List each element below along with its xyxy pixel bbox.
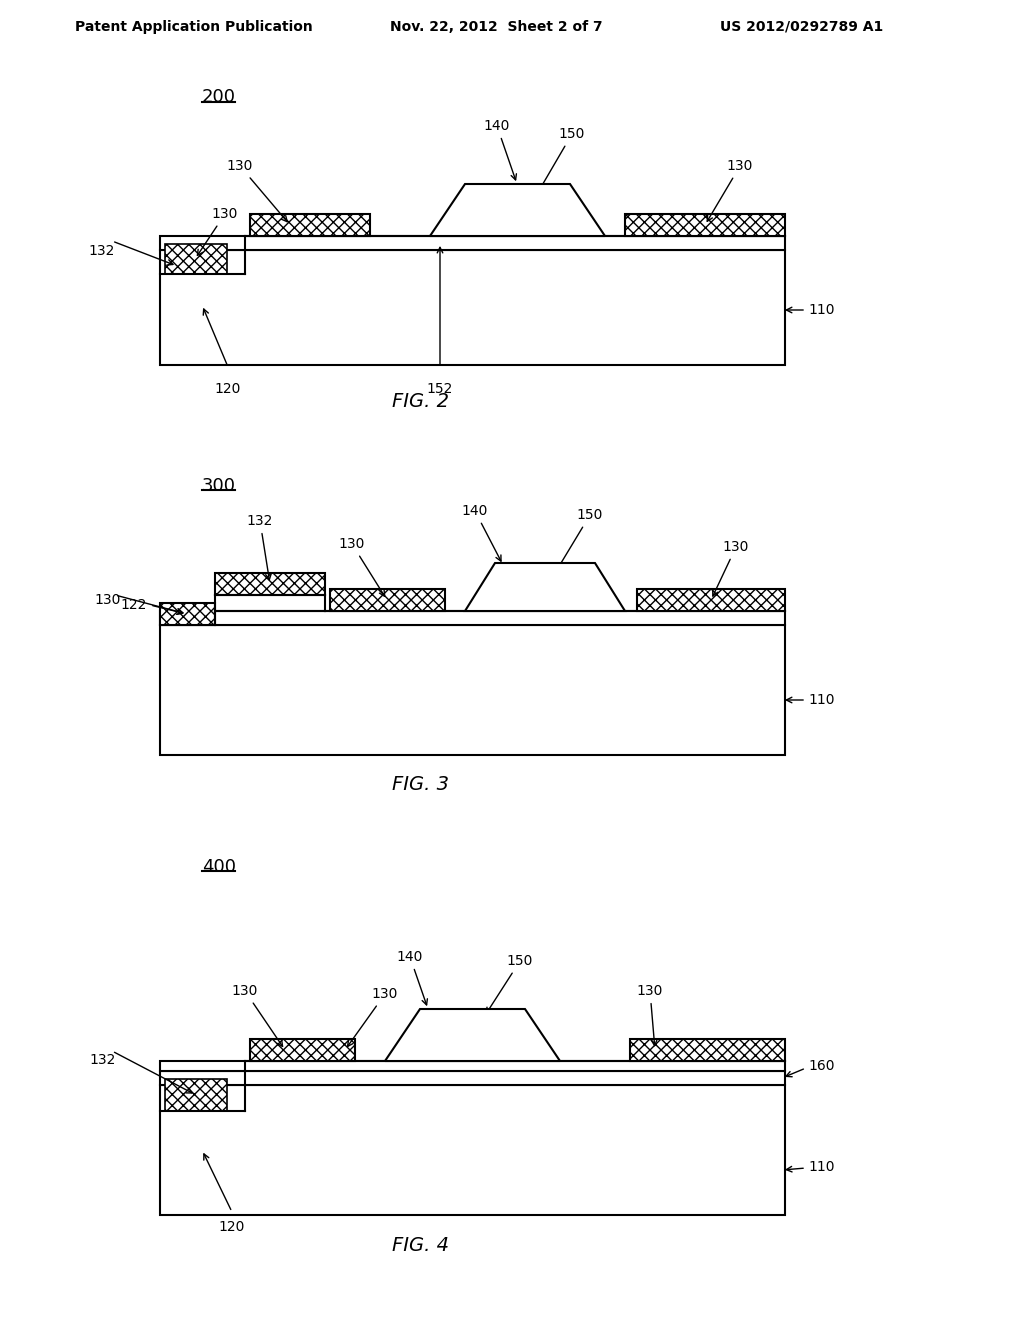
Text: 110: 110 [808, 693, 835, 708]
Text: FIG. 3: FIG. 3 [391, 775, 449, 795]
Bar [160, 611, 785, 624]
Text: 110: 110 [808, 304, 835, 317]
Text: 130: 130 [713, 540, 750, 597]
Text: FIG. 2: FIG. 2 [391, 392, 449, 411]
Bar [165, 1078, 227, 1111]
Text: 130: 130 [347, 987, 398, 1047]
Text: 150: 150 [486, 954, 534, 1014]
Text: Patent Application Publication: Patent Application Publication [75, 20, 312, 34]
Text: 400: 400 [202, 858, 236, 876]
Text: 130: 130 [95, 593, 121, 607]
Text: 130: 130 [231, 983, 283, 1047]
Text: 152: 152 [427, 381, 454, 396]
Text: 120: 120 [219, 1220, 245, 1234]
Text: 122: 122 [121, 598, 147, 612]
Text: 300: 300 [202, 477, 236, 495]
Text: 150: 150 [540, 127, 585, 190]
Bar [330, 589, 445, 611]
Bar [250, 214, 370, 236]
Bar [215, 573, 325, 595]
Polygon shape [430, 183, 605, 236]
Text: 130: 130 [637, 983, 664, 1045]
Polygon shape [385, 1008, 560, 1061]
Text: 140: 140 [483, 119, 516, 180]
Text: 132: 132 [247, 513, 273, 579]
Text: 132: 132 [89, 244, 115, 257]
Text: Nov. 22, 2012  Sheet 2 of 7: Nov. 22, 2012 Sheet 2 of 7 [390, 20, 603, 34]
Text: 130: 130 [226, 158, 287, 222]
Polygon shape [465, 564, 625, 611]
Bar [250, 1039, 355, 1061]
Bar [160, 1061, 785, 1071]
Text: 110: 110 [808, 1160, 835, 1173]
Bar [160, 624, 785, 755]
Text: 150: 150 [557, 508, 603, 569]
Bar [625, 214, 785, 236]
Text: 132: 132 [90, 1053, 116, 1067]
Text: 130: 130 [198, 207, 239, 255]
Text: 140: 140 [397, 950, 427, 1005]
Bar [637, 589, 785, 611]
Text: 120: 120 [215, 381, 242, 396]
Text: 130: 130 [708, 158, 754, 222]
Bar [160, 1085, 785, 1214]
Text: 130: 130 [339, 537, 385, 597]
Bar [630, 1039, 785, 1061]
Bar [160, 249, 785, 366]
Text: 160: 160 [808, 1059, 835, 1073]
Bar [160, 603, 215, 624]
Text: US 2012/0292789 A1: US 2012/0292789 A1 [720, 20, 884, 34]
Text: FIG. 4: FIG. 4 [391, 1236, 449, 1255]
Text: 200: 200 [202, 88, 236, 106]
Text: 140: 140 [462, 504, 501, 561]
Bar [165, 244, 227, 275]
Bar [160, 1071, 785, 1085]
Bar [160, 236, 785, 249]
